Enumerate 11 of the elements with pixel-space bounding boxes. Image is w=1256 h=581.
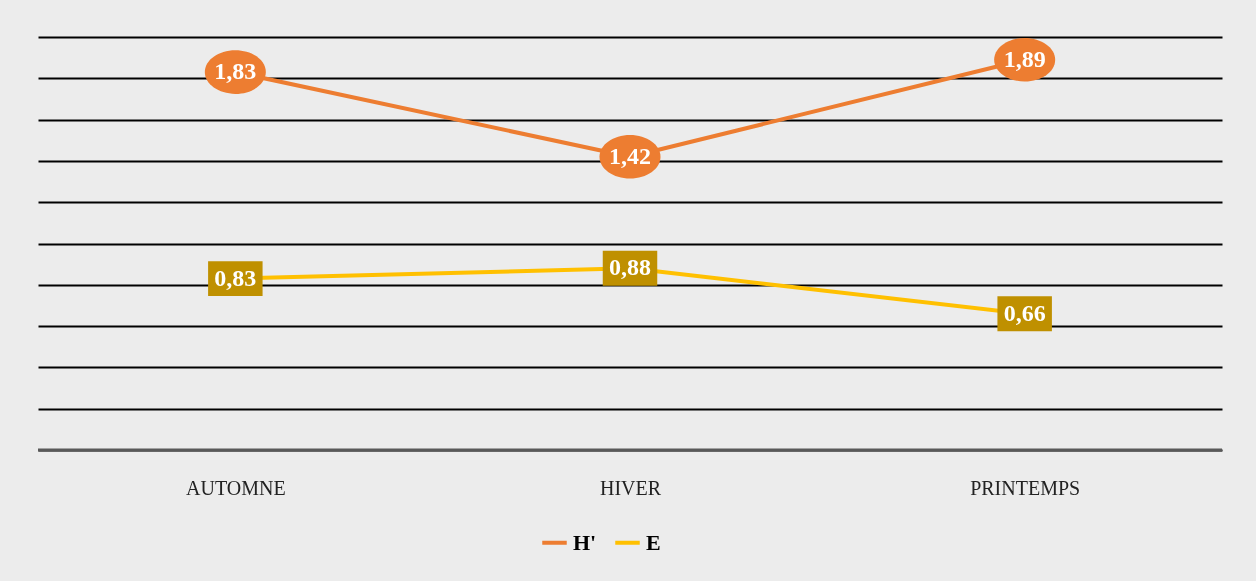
data-label: 0,66 — [1003, 299, 1046, 326]
legend-label: H' — [573, 529, 597, 555]
x-tick-label: HIVER — [599, 476, 662, 499]
data-label: 1,83 — [214, 58, 257, 85]
legend-label: E — [646, 529, 661, 555]
data-label: 0,88 — [609, 254, 651, 281]
data-label: 1,89 — [1003, 45, 1046, 72]
x-tick-label: PRINTEMPS — [970, 476, 1081, 499]
data-label: 1,42 — [609, 142, 651, 169]
x-tick-label: AUTOMNE — [186, 476, 286, 499]
data-label: 0,83 — [214, 264, 257, 291]
